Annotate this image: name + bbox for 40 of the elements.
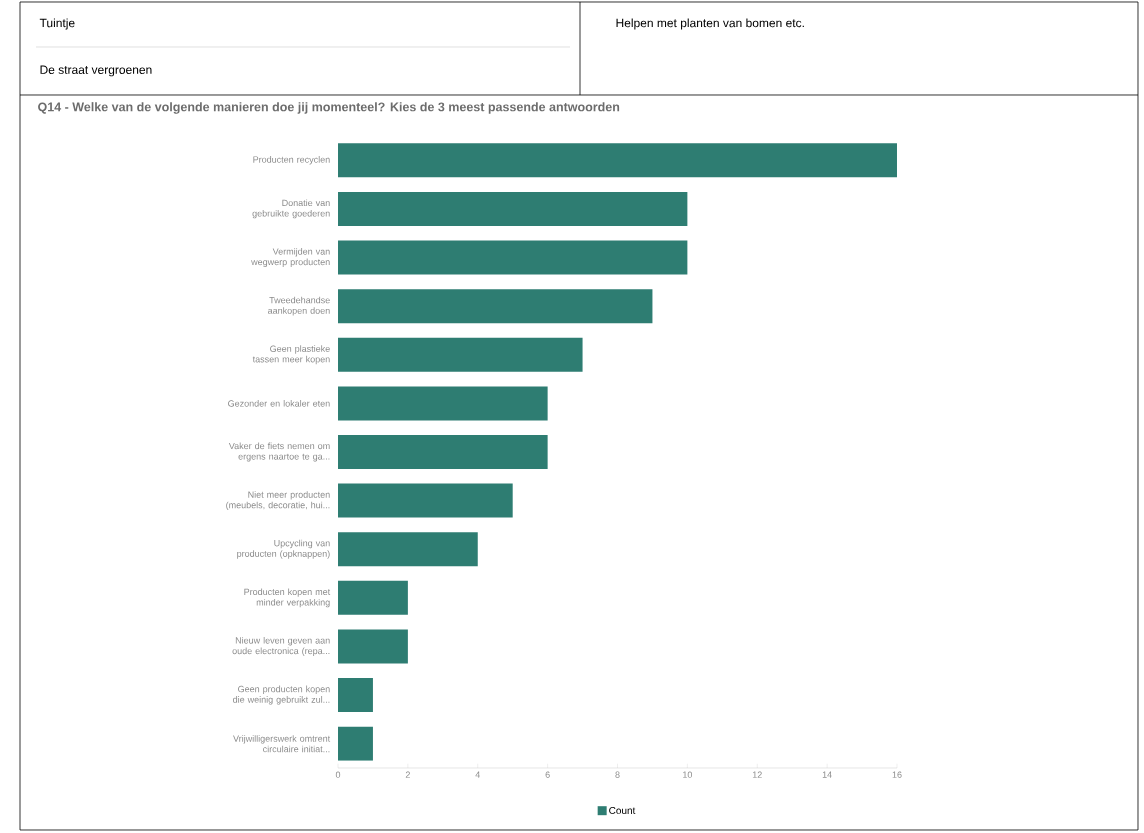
bar bbox=[338, 678, 373, 713]
bar bbox=[338, 435, 548, 469]
y-tick-label: Geen producten kopen die weinig gebruikt zul... bbox=[233, 685, 330, 705]
chart-title: Q14 - Welke van de volgende manieren doe jij momenteel? Kies de 3 meest passende antwoorden bbox=[38, 102, 620, 114]
y-tick-label: Producten recyclen bbox=[253, 156, 330, 165]
text: De straat vergroenen bbox=[40, 65, 152, 77]
bar bbox=[338, 386, 548, 421]
y-tick-label: Nieuw leven geven aan oude electronica (repa... bbox=[232, 637, 330, 656]
y-tick-label: Niet meer producten (meubels, decoratie, hui... bbox=[226, 491, 330, 511]
bar bbox=[338, 580, 408, 615]
bar bbox=[338, 337, 583, 372]
y-tick-label: Producten kopen met minder verpakking bbox=[244, 588, 331, 608]
legend-label: Count bbox=[609, 806, 636, 815]
bar bbox=[338, 143, 897, 178]
y-tick-label: Geen plastieke tassen meer kopen bbox=[252, 345, 330, 365]
x-tick-label: 12 bbox=[752, 771, 762, 778]
x-tick-label: 8 bbox=[615, 771, 620, 778]
x-tick-label: 14 bbox=[822, 771, 832, 778]
y-tick-label: Gezonder en lokaler eten bbox=[228, 400, 330, 407]
bar bbox=[338, 532, 478, 567]
x-tick-label: 10 bbox=[683, 771, 693, 778]
y-tick-label: Tweedehandse aankopen doen bbox=[268, 296, 330, 316]
y-tick-label: Upcycling van producten (opknappen) bbox=[237, 539, 330, 559]
x-tick-label: 0 bbox=[335, 771, 341, 778]
text: Helpen met planten van bomen etc. bbox=[616, 18, 804, 30]
y-tick-label: Vaker de fiets nemen om ergens naartoe te ga... bbox=[228, 442, 330, 462]
x-tick-label: 4 bbox=[475, 771, 480, 778]
bar bbox=[338, 289, 653, 324]
bar bbox=[338, 240, 688, 275]
x-tick-label: 2 bbox=[405, 771, 410, 778]
bar bbox=[338, 629, 408, 664]
bar bbox=[338, 483, 513, 518]
bar bbox=[338, 191, 688, 226]
x-tick-label: 6 bbox=[545, 771, 550, 778]
y-tick-label: Donatie van gebruikte goederen bbox=[252, 199, 330, 219]
y-tick-label: Vermijden van wegwerp producten bbox=[251, 248, 330, 267]
bar bbox=[338, 726, 373, 761]
y-tick-label: Vrijwilligerswerk omtrent circulaire initiat... bbox=[233, 735, 331, 753]
text: Tuintje bbox=[39, 18, 75, 30]
x-tick-label: 16 bbox=[892, 771, 902, 778]
